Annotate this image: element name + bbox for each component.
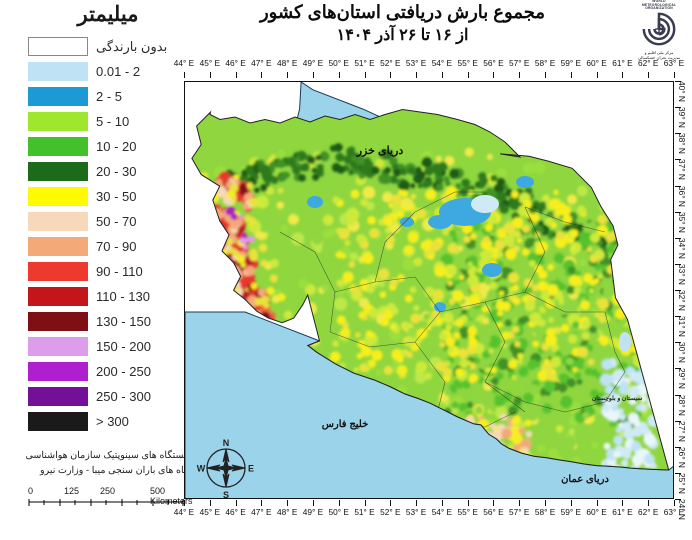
svg-text:E: E — [248, 464, 254, 474]
svg-text:دریای عمان: دریای عمان — [561, 474, 609, 485]
svg-text:دریای خزر: دریای خزر — [356, 145, 404, 157]
svg-text:S: S — [223, 490, 229, 499]
svg-text:N: N — [223, 438, 230, 448]
svg-text:خلیج فارس: خلیج فارس — [322, 419, 369, 430]
svg-text:W: W — [197, 464, 206, 474]
svg-text:سیستان و بلوچستان: سیستان و بلوچستان — [592, 395, 642, 402]
